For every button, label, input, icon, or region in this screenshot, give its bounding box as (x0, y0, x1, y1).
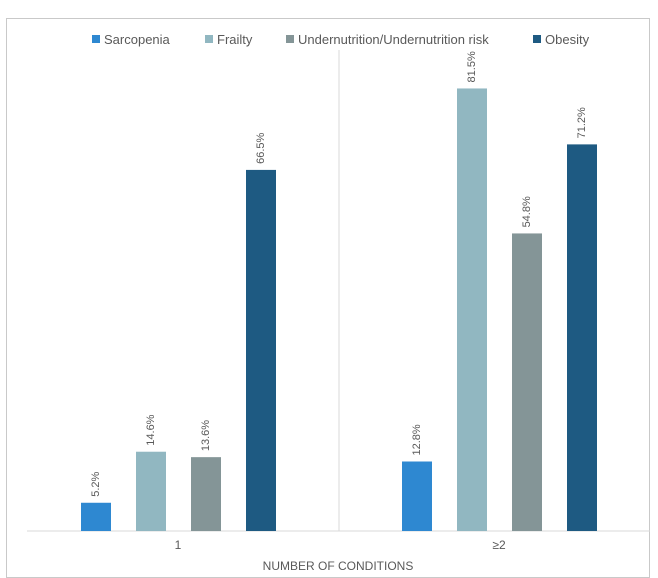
legend-swatch (92, 35, 100, 43)
bar-frailty-2 (457, 88, 487, 531)
bar-frailty-1 (136, 451, 166, 531)
bar-sarcopenia-1 (81, 502, 111, 531)
legend-item-undernutrition-undernutrition-risk: Undernutrition/Undernutrition risk (286, 32, 489, 47)
bar-undernutrition-undernutrition-risk-2 (512, 233, 542, 531)
data-label-obesity-2: 71.2% (576, 107, 588, 138)
legend-label: Undernutrition/Undernutrition risk (298, 32, 489, 47)
data-label-undernutrition-undernutrition-risk-1: 13.6% (200, 420, 212, 451)
bar-obesity-1 (246, 169, 276, 531)
bar-undernutrition-undernutrition-risk-1 (191, 457, 221, 531)
data-label-obesity-1: 66.5% (255, 132, 267, 163)
data-label-undernutrition-undernutrition-risk-2: 54.8% (521, 196, 533, 227)
bar-sarcopenia-2 (402, 461, 432, 531)
legend-label: Frailty (217, 32, 253, 47)
data-label-frailty-1: 14.6% (145, 414, 157, 445)
data-label-frailty-2: 81.5% (466, 51, 478, 82)
plot-area: 5.2% 12.8% 14.6% 81.5% 13.6% 54.8% 66.5% 71.2% 1… (27, 50, 650, 552)
x-tick-label-1: 1 (175, 538, 182, 552)
legend: Sarcopenia Frailty Undernutrition/Undernut… (92, 32, 590, 47)
data-label-sarcopenia-1: 5.2% (90, 471, 102, 496)
legend-swatch (205, 35, 213, 43)
legend-item-sarcopenia: Sarcopenia (92, 32, 171, 47)
data-label-sarcopenia-2: 12.8% (411, 424, 423, 455)
legend-label: Sarcopenia (104, 32, 171, 47)
legend-swatch (286, 35, 294, 43)
x-tick-label-2: ≥2 (492, 538, 506, 552)
legend-item-frailty: Frailty (205, 32, 253, 47)
legend-swatch (533, 35, 541, 43)
x-axis-label: NUMBER OF CONDITIONS (263, 559, 414, 573)
legend-item-obesity: Obesity (533, 32, 590, 47)
bar-obesity-2 (567, 144, 597, 531)
legend-label: Obesity (545, 32, 590, 47)
